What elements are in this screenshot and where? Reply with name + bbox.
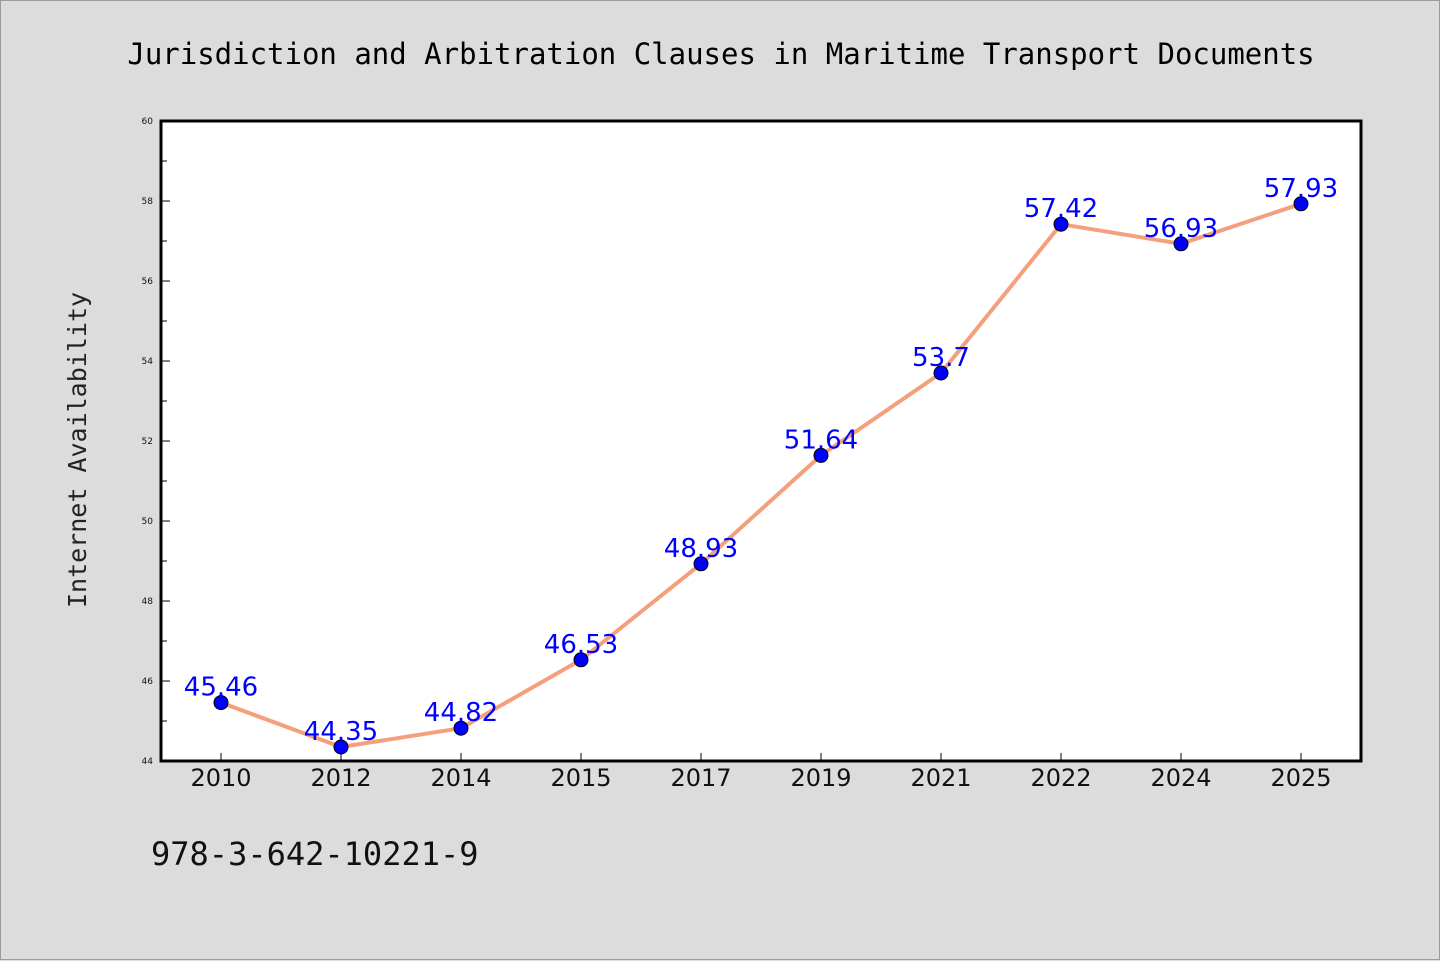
- footer-isbn: 978-3-642-10221-9: [151, 835, 479, 873]
- x-axis: 2010 2012 2014 2015 2017 2019 2021 2022 2024 2025: [190, 753, 1332, 792]
- data-label: 44.35: [304, 717, 378, 747]
- data-labels: 45.46 44.35 44.82 46.53 48.93 51.64 53.7 57.42 5…: [184, 174, 1338, 747]
- series-line: [219, 201, 1303, 749]
- series-line-group: [219, 201, 1303, 749]
- data-point: [453, 720, 469, 736]
- y-tick-label: 60: [142, 117, 154, 127]
- data-label: 48.93: [664, 534, 738, 564]
- data-label: 57.42: [1024, 194, 1098, 224]
- data-label: 57.93: [1264, 174, 1338, 204]
- data-point: [1293, 196, 1309, 212]
- y-tick-label: 48: [142, 597, 154, 607]
- x-tick-label: 2021: [910, 764, 971, 792]
- x-tick-label: 2022: [1030, 764, 1091, 792]
- x-tick-label: 2017: [670, 764, 731, 792]
- data-point: [813, 447, 829, 463]
- y-tick-label: 52: [142, 437, 153, 447]
- data-point: [933, 365, 949, 381]
- y-tick-label: 58: [142, 197, 154, 207]
- y-tick-label: 44: [142, 757, 154, 767]
- x-tick-label: 2019: [790, 764, 851, 792]
- chart-title: Jurisdiction and Arbitration Clauses in …: [127, 37, 1314, 71]
- y-tick-label: 54: [142, 357, 154, 367]
- data-label: 44.82: [424, 698, 498, 728]
- x-tick-label: 2012: [310, 764, 371, 792]
- data-label: 46.53: [544, 630, 618, 660]
- data-point: [1173, 236, 1189, 252]
- data-label: 56.93: [1144, 214, 1218, 244]
- y-tick-label: 50: [142, 517, 154, 527]
- data-label: 45.46: [184, 673, 258, 703]
- x-tick-label: 2025: [1270, 764, 1331, 792]
- data-points: [213, 196, 1309, 755]
- y-tick-label: 56: [142, 277, 154, 287]
- data-label: 53.7: [912, 343, 970, 373]
- y-axis-label: Internet Availability: [63, 292, 92, 608]
- data-point: [333, 739, 349, 755]
- x-tick-label: 2024: [1150, 764, 1211, 792]
- data-label: 51.64: [784, 425, 858, 455]
- y-tick-label: 46: [142, 677, 154, 687]
- data-point: [1053, 216, 1069, 232]
- y-axis: 44 46 48 50 52 54 56 58 60: [142, 117, 170, 767]
- data-point: [693, 556, 709, 572]
- x-tick-label: 2015: [550, 764, 611, 792]
- data-point: [213, 695, 229, 711]
- data-point: [573, 652, 589, 668]
- x-tick-label: 2010: [190, 764, 251, 792]
- x-tick-label: 2014: [430, 764, 491, 792]
- plot-area: [159, 119, 1363, 763]
